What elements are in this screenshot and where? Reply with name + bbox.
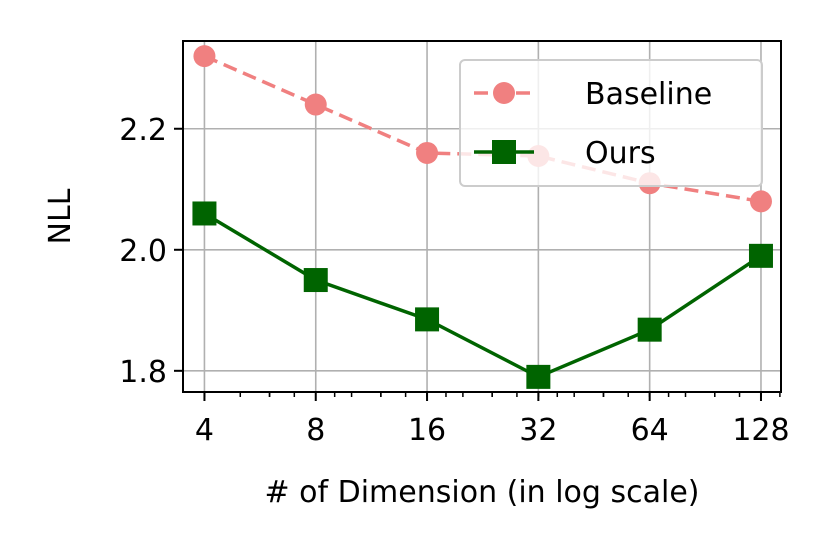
legend-box xyxy=(459,59,763,187)
data-point-marker xyxy=(749,190,772,213)
data-point-marker xyxy=(526,364,551,389)
x-tick-label: 16 xyxy=(408,413,446,448)
data-point-marker xyxy=(415,307,440,332)
legend-marker xyxy=(492,140,516,164)
x-tick-label: 4 xyxy=(195,413,214,448)
data-point-marker xyxy=(748,243,773,268)
legend-label: Baseline xyxy=(585,77,712,112)
series-ours xyxy=(192,201,773,389)
legend-marker xyxy=(493,82,515,104)
y-tick-label: 2.2 xyxy=(119,113,167,148)
data-point-marker xyxy=(304,93,327,116)
data-point-marker xyxy=(416,141,439,164)
series-layer xyxy=(192,45,773,389)
data-point-marker xyxy=(193,45,216,68)
data-point-marker xyxy=(637,317,662,342)
plot-frame xyxy=(182,40,782,393)
x-tick-label: 64 xyxy=(631,413,669,448)
y-axis-label: NLL xyxy=(43,188,78,244)
data-point-marker xyxy=(192,201,217,226)
legend-label: Ours xyxy=(585,136,656,171)
axis-ticks: 4 8 16 32 64 128 1.8 2.0 2.2 xyxy=(119,113,789,448)
x-tick-label: 8 xyxy=(306,413,325,448)
x-tick-label: 128 xyxy=(732,413,789,448)
series-line xyxy=(203,211,762,379)
y-tick-label: 2.0 xyxy=(119,234,167,269)
legend: Baseline Ours xyxy=(459,59,763,187)
y-tick-label: 1.8 xyxy=(119,355,167,390)
x-tick-label: 32 xyxy=(519,413,557,448)
data-point-marker xyxy=(303,268,328,293)
x-axis-label: # of Dimension (in log scale) xyxy=(265,475,700,510)
